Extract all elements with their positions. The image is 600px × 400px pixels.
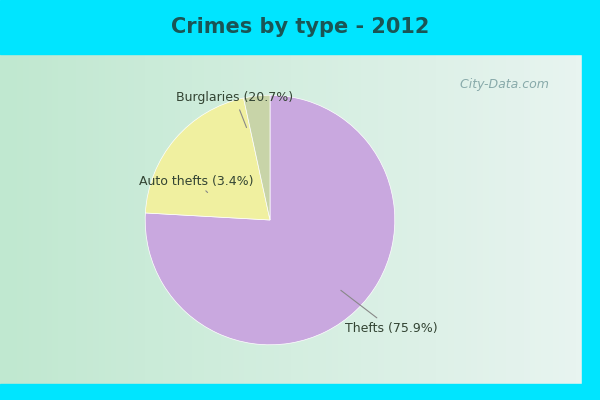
Wedge shape bbox=[145, 95, 395, 345]
Text: Burglaries (20.7%): Burglaries (20.7%) bbox=[176, 92, 293, 128]
Text: City-Data.com: City-Data.com bbox=[456, 78, 549, 91]
Bar bbox=[582, 0, 600, 400]
Text: Crimes by type - 2012: Crimes by type - 2012 bbox=[171, 17, 429, 37]
Wedge shape bbox=[145, 98, 270, 220]
Text: Thefts (75.9%): Thefts (75.9%) bbox=[341, 290, 437, 335]
Text: Auto thefts (3.4%): Auto thefts (3.4%) bbox=[139, 175, 253, 192]
Wedge shape bbox=[244, 95, 270, 220]
Bar bbox=[0, 384, 600, 400]
Bar bbox=[0, 0, 600, 54]
